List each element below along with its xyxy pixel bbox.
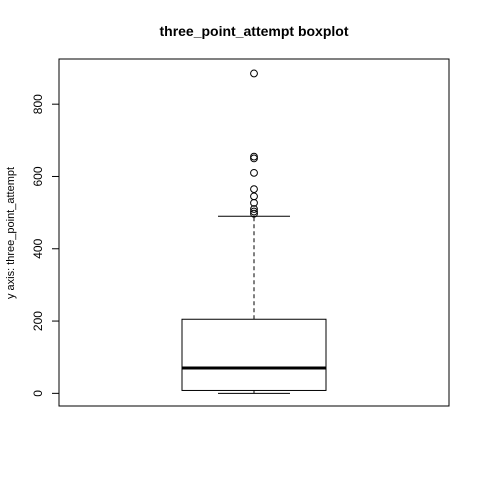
y-axis-label: y axis: three_point_attempt xyxy=(5,167,17,299)
outlier-point xyxy=(250,205,258,213)
y-tick-label: 600 xyxy=(31,166,45,186)
y-tick-label: 0 xyxy=(31,390,45,397)
outlier-point xyxy=(250,152,258,161)
y-tick-label: 400 xyxy=(31,238,45,258)
chart-title: three_point_attempt boxplot xyxy=(159,23,348,39)
outlier-point xyxy=(250,168,258,177)
outlier-points xyxy=(250,69,258,218)
iqr-box xyxy=(181,318,327,391)
y-tick-label: 800 xyxy=(31,94,45,114)
boxplot xyxy=(181,69,327,394)
y-axis-ticks: 0 200 400 600 800 xyxy=(31,94,59,397)
outlier-point xyxy=(250,207,258,216)
outlier-point xyxy=(250,185,258,194)
outlier-point xyxy=(250,192,258,201)
outlier-point xyxy=(250,209,258,218)
y-tick-label: 200 xyxy=(31,311,45,331)
outlier-point xyxy=(250,69,258,78)
